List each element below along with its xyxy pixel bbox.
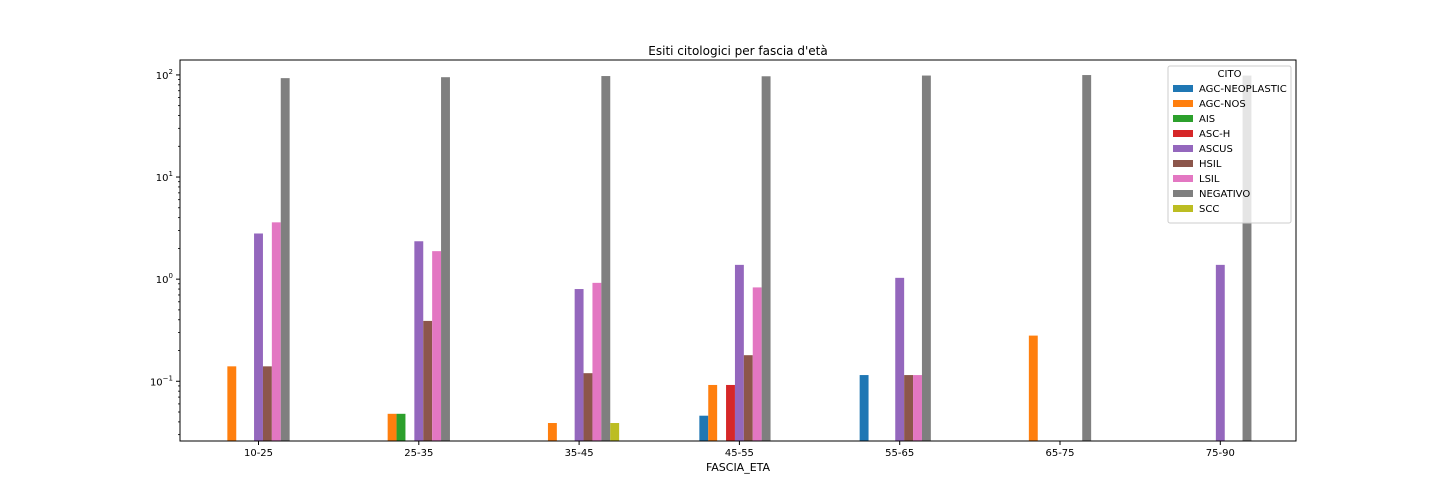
bar-asc-h-45-55 <box>726 384 735 441</box>
y-tick-label: 101 <box>156 170 173 184</box>
x-tick-label: 45-55 <box>725 448 754 459</box>
legend-swatch <box>1173 160 1193 167</box>
bar-negativo-75-90 <box>1242 75 1252 442</box>
bar-ascus-10-25 <box>254 233 263 441</box>
bar-agc-neoplastic-45-55 <box>699 415 709 441</box>
x-tick-label: 55-65 <box>885 448 914 459</box>
bar-lsil-10-25 <box>271 222 281 441</box>
legend-swatch <box>1173 205 1193 212</box>
legend-box <box>1167 65 1292 224</box>
plot-frame <box>179 59 1297 442</box>
bar-agc-neoplastic-55-65 <box>859 375 869 441</box>
bar-agc-nos-35-45 <box>547 423 557 441</box>
x-tick-label: 10-25 <box>244 448 273 459</box>
bar-negativo-25-35 <box>441 77 450 441</box>
bar-agc-nos-65-75 <box>1028 335 1038 441</box>
x-tick-label: 35-45 <box>565 448 594 459</box>
bar-hsil-35-45 <box>583 373 593 441</box>
legend-swatch <box>1173 130 1193 137</box>
bars-layer <box>227 75 1252 442</box>
bar-agc-nos-10-25 <box>227 366 237 441</box>
bar-ascus-45-55 <box>734 264 744 441</box>
bar-hsil-45-55 <box>743 355 753 441</box>
x-tick-label: 65-75 <box>1045 448 1074 459</box>
legend-title: CITO <box>1218 69 1242 80</box>
bar-hsil-25-35 <box>423 320 433 441</box>
legend-swatch <box>1173 175 1193 182</box>
bar-lsil-55-65 <box>913 375 922 441</box>
x-tick-label: 75-90 <box>1206 448 1235 459</box>
bar-lsil-45-55 <box>752 287 762 441</box>
bar-ais-25-35 <box>396 413 406 441</box>
bar-agc-nos-45-55 <box>708 384 718 441</box>
y-tick-label: 10−1 <box>150 374 173 388</box>
bar-ascus-75-90 <box>1215 264 1225 441</box>
x-axis: 10-25 25-35 35-45 45-55 55-65 65-75 75-90 <box>244 441 1235 459</box>
bar-scc-35-45 <box>610 423 620 441</box>
bar-ascus-35-45 <box>574 289 584 441</box>
legend-swatch <box>1173 115 1193 122</box>
bar-negativo-65-75 <box>1082 75 1092 442</box>
legend: CITO AGC-NEOPLASTIC AGC-NOS AIS ASC-H ASCUS HS… <box>1167 65 1292 224</box>
bar-ascus-25-35 <box>414 241 424 441</box>
legend-label: AIS <box>1199 114 1215 125</box>
x-axis-label: FASCIA_ETA <box>706 461 771 474</box>
bar-negativo-10-25 <box>280 78 290 441</box>
legend-swatch <box>1173 85 1193 92</box>
bar-ascus-55-65 <box>895 277 905 441</box>
bar-negativo-55-65 <box>921 75 931 442</box>
legend-label: NEGATIVO <box>1199 189 1250 200</box>
bar-negativo-45-55 <box>761 76 771 442</box>
legend-swatch <box>1173 145 1193 152</box>
bar-agc-nos-25-35 <box>387 413 397 441</box>
legend-label: SCC <box>1199 204 1219 215</box>
y-tick-label: 100 <box>156 272 173 286</box>
chart-title: Esiti citologici per fascia d'età <box>648 44 827 58</box>
legend-label: ASC-H <box>1199 129 1230 140</box>
legend-swatch <box>1173 190 1193 197</box>
y-tick-label: 102 <box>156 68 173 82</box>
bar-lsil-25-35 <box>432 251 442 441</box>
bar-hsil-10-25 <box>262 366 272 441</box>
bar-lsil-35-45 <box>592 282 602 441</box>
y-axis: 10−1 100 101 102 <box>150 68 180 436</box>
legend-label: AGC-NOS <box>1199 99 1246 110</box>
legend-swatch <box>1173 100 1193 107</box>
legend-label: HSIL <box>1199 159 1222 170</box>
bar-hsil-55-65 <box>904 375 914 441</box>
x-tick-label: 25-35 <box>404 448 433 459</box>
legend-label: AGC-NEOPLASTIC <box>1199 84 1287 95</box>
bar-negativo-35-45 <box>601 76 611 441</box>
legend-label: LSIL <box>1199 174 1220 185</box>
legend-label: ASCUS <box>1199 144 1233 155</box>
